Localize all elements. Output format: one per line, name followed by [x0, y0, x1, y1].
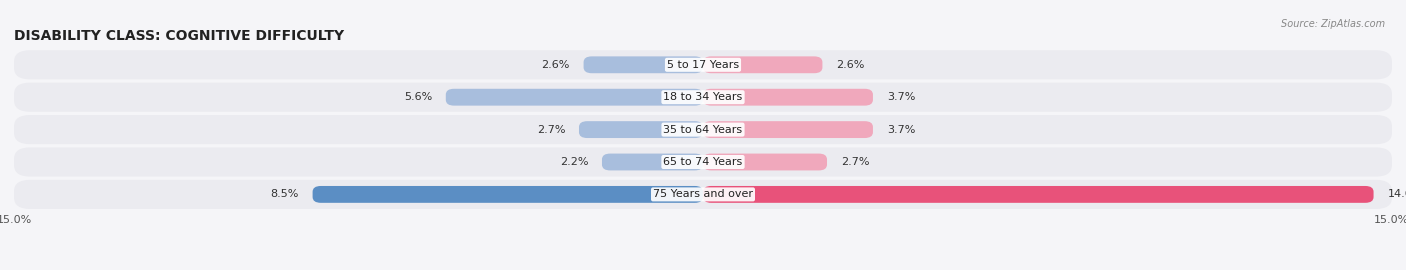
Text: 5 to 17 Years: 5 to 17 Years [666, 60, 740, 70]
Text: 65 to 74 Years: 65 to 74 Years [664, 157, 742, 167]
FancyBboxPatch shape [703, 186, 1374, 203]
FancyBboxPatch shape [312, 186, 703, 203]
Text: 3.7%: 3.7% [887, 124, 915, 135]
Text: 18 to 34 Years: 18 to 34 Years [664, 92, 742, 102]
FancyBboxPatch shape [14, 83, 1392, 112]
FancyBboxPatch shape [583, 56, 703, 73]
FancyBboxPatch shape [703, 121, 873, 138]
Text: Source: ZipAtlas.com: Source: ZipAtlas.com [1281, 19, 1385, 29]
Text: 3.7%: 3.7% [887, 92, 915, 102]
FancyBboxPatch shape [14, 180, 1392, 209]
Text: 2.6%: 2.6% [837, 60, 865, 70]
Text: 2.7%: 2.7% [537, 124, 565, 135]
Text: 14.6%: 14.6% [1388, 189, 1406, 200]
FancyBboxPatch shape [446, 89, 703, 106]
Text: 5.6%: 5.6% [404, 92, 432, 102]
FancyBboxPatch shape [14, 50, 1392, 79]
Text: 8.5%: 8.5% [270, 189, 299, 200]
FancyBboxPatch shape [703, 89, 873, 106]
Text: 75 Years and over: 75 Years and over [652, 189, 754, 200]
FancyBboxPatch shape [703, 56, 823, 73]
Text: 2.6%: 2.6% [541, 60, 569, 70]
FancyBboxPatch shape [14, 147, 1392, 177]
FancyBboxPatch shape [14, 115, 1392, 144]
FancyBboxPatch shape [602, 154, 703, 170]
Text: DISABILITY CLASS: COGNITIVE DIFFICULTY: DISABILITY CLASS: COGNITIVE DIFFICULTY [14, 29, 344, 43]
Text: 2.7%: 2.7% [841, 157, 869, 167]
FancyBboxPatch shape [579, 121, 703, 138]
Text: 2.2%: 2.2% [560, 157, 588, 167]
FancyBboxPatch shape [703, 154, 827, 170]
Text: 35 to 64 Years: 35 to 64 Years [664, 124, 742, 135]
